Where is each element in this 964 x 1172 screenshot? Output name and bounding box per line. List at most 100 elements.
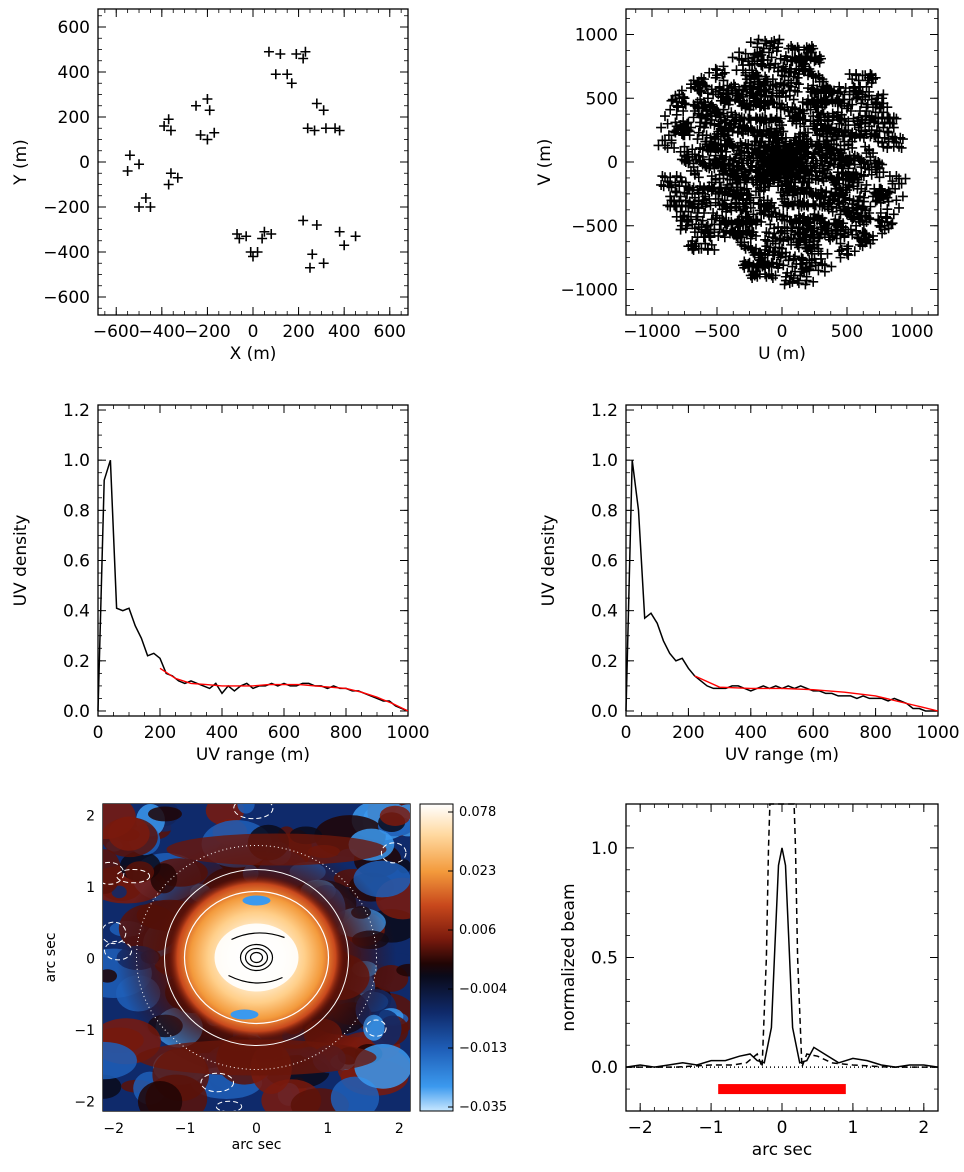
y-tick-label: 0 — [86, 952, 95, 968]
uv-marker — [870, 97, 881, 108]
y-tick-label: −1000 — [560, 281, 618, 301]
uv-marker — [849, 246, 860, 257]
uv-marker — [856, 183, 867, 194]
x-tick-label: −2 — [628, 1118, 653, 1138]
uv-marker — [883, 186, 894, 197]
uv-marker — [696, 109, 707, 120]
x-tick-label: 400 — [206, 723, 238, 743]
uv-marker — [718, 75, 729, 86]
uv-marker — [678, 106, 689, 116]
colorbar — [419, 803, 454, 1112]
uv-marker — [882, 204, 893, 215]
contour — [239, 943, 274, 972]
uv-marker — [773, 181, 784, 192]
y-tick-label: 0 — [79, 153, 90, 173]
heatmap-patch — [108, 816, 150, 851]
y-tick-label: 0.2 — [63, 652, 90, 672]
uv-marker — [883, 112, 894, 123]
uv-marker — [787, 223, 798, 234]
uv-marker — [687, 144, 698, 155]
uv-marker — [778, 80, 789, 91]
uv-marker — [817, 126, 828, 137]
uv-marker — [710, 158, 721, 169]
uv-marker — [688, 112, 699, 123]
uv-marker — [719, 67, 730, 78]
y-tick-label: 1000 — [575, 26, 618, 46]
uv-marker — [783, 197, 794, 208]
uv-marker — [741, 142, 752, 153]
uv-marker — [788, 233, 799, 244]
heatmap-image — [103, 804, 410, 1111]
uv-marker — [771, 81, 782, 92]
uv-marker — [761, 271, 772, 282]
antenna-marker — [191, 100, 202, 111]
uv-marker — [757, 131, 768, 142]
uv-marker — [697, 79, 708, 90]
uv-marker — [744, 71, 755, 82]
uv-marker — [666, 195, 677, 206]
contour-dashed — [215, 1100, 243, 1111]
antenna-marker — [234, 233, 245, 244]
contour-dashed — [116, 868, 151, 884]
uv-marker — [818, 84, 829, 95]
uv-marker — [896, 178, 907, 189]
antenna-marker — [159, 121, 170, 131]
uv-marker — [679, 187, 690, 198]
uv-marker — [800, 279, 811, 290]
antenna-marker — [339, 240, 350, 251]
uv-marker — [817, 74, 828, 85]
uv-marker — [883, 136, 894, 147]
uv-marker — [858, 196, 869, 207]
y-tick-label: −600 — [43, 288, 90, 308]
x-tick-label: −600 — [93, 322, 140, 342]
uv-marker — [813, 265, 824, 276]
y-tick-label: 1.0 — [591, 839, 618, 859]
uv-marker — [712, 128, 722, 139]
uv-marker — [753, 142, 764, 153]
antenna-marker — [291, 49, 302, 59]
uv-marker — [882, 102, 893, 113]
uv-marker — [735, 229, 746, 240]
uv-marker — [689, 168, 700, 179]
uv-marker — [834, 118, 845, 129]
uv-marker — [887, 218, 898, 229]
uv-marker — [701, 141, 712, 152]
uv-marker — [865, 155, 876, 166]
uv-marker — [693, 187, 704, 198]
uv-marker — [752, 74, 763, 85]
uv-marker — [736, 140, 747, 151]
antenna-marker — [350, 231, 361, 242]
y-tick-label: 1.0 — [63, 451, 90, 471]
uv-marker — [689, 227, 700, 238]
uv-marker — [683, 216, 694, 227]
antenna-marker — [259, 226, 270, 237]
uv-marker — [734, 199, 745, 210]
x-tick-label: 400 — [328, 322, 360, 342]
uv-marker — [696, 72, 707, 83]
uv-marker — [697, 130, 708, 141]
y-tick-label: 0 — [607, 153, 618, 173]
x-tick-label: 2 — [395, 1121, 404, 1137]
uv-marker — [754, 150, 765, 161]
uv-marker — [799, 58, 810, 69]
uv-marker — [844, 94, 855, 105]
uv-marker — [790, 112, 800, 123]
uv-marker — [751, 67, 761, 78]
uv-marker — [662, 142, 673, 153]
uv-marker — [780, 275, 791, 286]
y-tick-label: 1.0 — [591, 451, 618, 471]
uv-marker — [752, 38, 763, 49]
uv-marker — [757, 169, 768, 180]
contour-dashed — [104, 940, 133, 961]
uv-marker — [873, 118, 884, 129]
contour-white — [164, 869, 349, 1046]
contour-dashed — [103, 861, 125, 885]
uv-marker — [799, 108, 810, 119]
uv-marker — [844, 131, 855, 142]
x-axis-title: arc sec — [752, 1140, 812, 1160]
uv-marker — [803, 139, 813, 150]
uv-marker — [727, 228, 738, 239]
uv-marker — [777, 214, 787, 225]
uv-marker — [825, 171, 836, 182]
antenna-marker — [257, 233, 268, 244]
